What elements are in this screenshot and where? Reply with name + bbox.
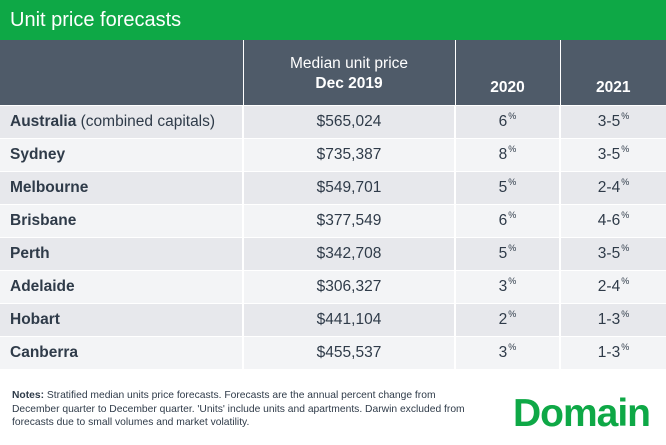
header-2020: 2020 bbox=[454, 40, 560, 106]
table-row: Brisbane $377,549 6% 4-6% bbox=[0, 204, 666, 238]
median-price-cell: $455,537 bbox=[242, 336, 455, 369]
forecast-2021-value: 2-4 bbox=[597, 179, 621, 196]
forecast-2020-value: 3 bbox=[498, 278, 508, 295]
table-row: Canberra $455,537 3% 1-3% bbox=[0, 336, 666, 369]
forecast-table: Median unit price Dec 2019 2020 2021 Aus… bbox=[0, 40, 666, 369]
percent-symbol: % bbox=[508, 210, 517, 220]
forecast-2021-cell: 3-5% bbox=[559, 105, 666, 139]
city-cell: Melbourne bbox=[0, 171, 243, 205]
forecast-2020-value: 5 bbox=[498, 245, 508, 262]
percent-symbol: % bbox=[508, 276, 517, 286]
header-median-line2: Dec 2019 bbox=[315, 74, 383, 92]
forecast-2020-value: 6 bbox=[498, 212, 508, 229]
city-cell: Canberra bbox=[0, 336, 243, 369]
median-price-cell: $565,024 bbox=[242, 105, 455, 139]
table-row: Sydney $735,387 8% 3-5% bbox=[0, 138, 666, 172]
forecast-2021-cell: 1-3% bbox=[559, 336, 666, 369]
city-suffix: (combined capitals) bbox=[76, 113, 216, 130]
table-row: Hobart $441,104 2% 1-3% bbox=[0, 303, 666, 337]
percent-symbol: % bbox=[508, 243, 517, 253]
forecast-2021-value: 3-5 bbox=[597, 113, 621, 130]
forecast-2020-cell: 2% bbox=[454, 303, 560, 337]
percent-symbol: % bbox=[621, 144, 630, 154]
forecast-2020-cell: 6% bbox=[454, 105, 560, 139]
forecast-2021-cell: 2-4% bbox=[559, 270, 666, 304]
city-name: Canberra bbox=[10, 344, 79, 361]
forecast-2021-cell: 4-6% bbox=[559, 204, 666, 238]
percent-symbol: % bbox=[621, 210, 630, 220]
page-title: Unit price forecasts bbox=[0, 0, 666, 40]
forecast-2021-value: 1-3 bbox=[597, 344, 621, 361]
city-cell: Sydney bbox=[0, 138, 243, 172]
city-name: Australia bbox=[10, 113, 77, 130]
city-name: Melbourne bbox=[10, 179, 89, 196]
table-row: Adelaide $306,327 3% 2-4% bbox=[0, 270, 666, 304]
percent-symbol: % bbox=[508, 144, 517, 154]
notes-label: Notes: bbox=[12, 390, 45, 401]
forecast-2020-cell: 3% bbox=[454, 336, 560, 369]
forecast-2021-cell: 3-5% bbox=[559, 138, 666, 172]
forecast-2021-value: 2-4 bbox=[597, 278, 621, 295]
city-name: Adelaide bbox=[10, 278, 75, 295]
table-header-row: Median unit price Dec 2019 2020 2021 bbox=[0, 40, 666, 106]
forecast-2020-value: 3 bbox=[498, 344, 508, 361]
forecast-2020-value: 8 bbox=[498, 146, 508, 163]
header-median-line1: Median unit price bbox=[289, 54, 409, 72]
forecast-2020-cell: 3% bbox=[454, 270, 560, 304]
percent-symbol: % bbox=[508, 177, 517, 187]
forecast-2021-value: 3-5 bbox=[597, 245, 621, 262]
median-price-cell: $735,387 bbox=[242, 138, 455, 172]
header-2021: 2021 bbox=[559, 40, 666, 106]
percent-symbol: % bbox=[621, 177, 630, 187]
header-median-price: Median unit price Dec 2019 bbox=[242, 40, 455, 106]
forecast-2021-value: 1-3 bbox=[597, 311, 621, 328]
percent-symbol: % bbox=[621, 342, 630, 352]
city-cell: Australia (combined capitals) bbox=[0, 105, 243, 139]
forecast-2021-value: 4-6 bbox=[597, 212, 621, 229]
header-city bbox=[0, 40, 243, 106]
forecast-2021-cell: 2-4% bbox=[559, 171, 666, 205]
percent-symbol: % bbox=[508, 342, 517, 352]
forecast-2020-cell: 5% bbox=[454, 237, 560, 271]
city-cell: Adelaide bbox=[0, 270, 243, 304]
city-cell: Hobart bbox=[0, 303, 243, 337]
city-name: Sydney bbox=[10, 146, 66, 163]
median-price-cell: $549,701 bbox=[242, 171, 455, 205]
median-price-cell: $306,327 bbox=[242, 270, 455, 304]
median-price-cell: $377,549 bbox=[242, 204, 455, 238]
percent-symbol: % bbox=[621, 243, 630, 253]
city-cell: Perth bbox=[0, 237, 243, 271]
percent-symbol: % bbox=[508, 111, 517, 121]
table-row: Perth $342,708 5% 3-5% bbox=[0, 237, 666, 271]
city-name: Brisbane bbox=[10, 212, 77, 229]
percent-symbol: % bbox=[508, 309, 517, 319]
domain-logo: Domain bbox=[512, 392, 651, 435]
city-cell: Brisbane bbox=[0, 204, 243, 238]
forecast-2020-value: 2 bbox=[498, 311, 508, 328]
percent-symbol: % bbox=[621, 309, 630, 319]
city-name: Perth bbox=[10, 245, 50, 262]
forecast-2021-cell: 3-5% bbox=[559, 237, 666, 271]
city-name: Hobart bbox=[10, 311, 60, 328]
median-price-cell: $441,104 bbox=[242, 303, 455, 337]
percent-symbol: % bbox=[621, 276, 630, 286]
forecast-2020-value: 5 bbox=[498, 179, 508, 196]
forecast-2020-cell: 5% bbox=[454, 171, 560, 205]
notes-text: Stratified median units price forecasts.… bbox=[12, 390, 465, 428]
forecast-2020-value: 6 bbox=[498, 113, 508, 130]
table-row: Melbourne $549,701 5% 2-4% bbox=[0, 171, 666, 205]
forecast-2020-cell: 8% bbox=[454, 138, 560, 172]
percent-symbol: % bbox=[621, 111, 630, 121]
forecast-2021-cell: 1-3% bbox=[559, 303, 666, 337]
table-row: Australia (combined capitals) $565,024 6% 3… bbox=[0, 105, 666, 139]
notes: Notes: Stratified median units price for… bbox=[12, 389, 472, 430]
forecast-2020-cell: 6% bbox=[454, 204, 560, 238]
forecast-2021-value: 3-5 bbox=[597, 146, 621, 163]
median-price-cell: $342,708 bbox=[242, 237, 455, 271]
